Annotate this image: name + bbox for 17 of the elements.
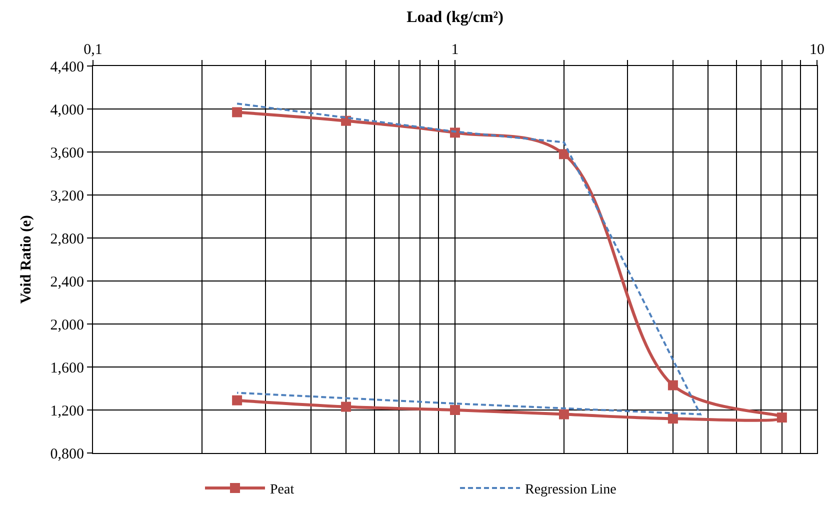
legend-label: Peat bbox=[270, 482, 294, 498]
legend-label: Regression Line bbox=[525, 482, 616, 498]
y-tick-label: 1,600 bbox=[50, 360, 84, 376]
y-tick-label: 3,200 bbox=[50, 188, 84, 204]
x-tick-label: 0,1 bbox=[84, 42, 102, 58]
y-tick-label: 2,000 bbox=[50, 317, 84, 334]
y-tick-label: 0,800 bbox=[50, 446, 84, 462]
y-tick-label: 2,800 bbox=[50, 231, 84, 248]
y-tick-label: 3,600 bbox=[50, 145, 84, 162]
x-tick-label: 1 bbox=[451, 42, 459, 58]
y-tick-label: 2,400 bbox=[50, 274, 84, 290]
y-tick-label: 4,400 bbox=[50, 59, 84, 76]
x-tick-label: 10 bbox=[810, 42, 824, 58]
y-tick-label: 1,200 bbox=[50, 403, 84, 420]
x-axis-title: Load (kg/cm²) bbox=[406, 8, 504, 26]
y-axis-title: Void Ratio (e) bbox=[18, 215, 34, 304]
y-tick-label: 4,000 bbox=[50, 102, 84, 118]
